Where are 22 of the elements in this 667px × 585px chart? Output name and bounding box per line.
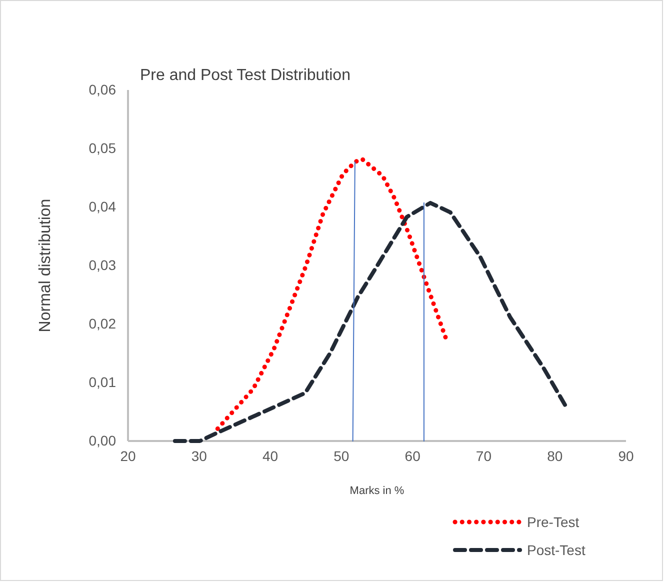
chart-title: Pre and Post Test Distribution: [140, 67, 350, 84]
x-tick-label: 90: [618, 448, 634, 464]
x-tick-label: 50: [334, 448, 350, 464]
x-tick-label: 60: [404, 448, 421, 464]
y-tick-label: 0,00: [88, 432, 116, 448]
x-axis-title: Marks in %: [350, 485, 404, 497]
y-tick-label: 0,01: [88, 374, 116, 390]
y-tick-label: 0,06: [88, 81, 116, 98]
x-tick-label: 40: [262, 448, 278, 464]
x-tick-label: 30: [191, 448, 208, 464]
y-tick-label: 0,03: [88, 256, 116, 273]
y-tick-label: 0,04: [88, 198, 116, 214]
line-series: [172, 200, 569, 443]
x-tick-label: 70: [476, 448, 492, 464]
y-axis-title: Normal distribution: [37, 198, 54, 332]
legend-label: Post-Test: [527, 542, 586, 558]
legend-label: Pre-Test: [527, 514, 580, 530]
line-series: [215, 156, 450, 431]
x-tick-label: 20: [120, 448, 136, 464]
y-tick-label: 0,02: [88, 315, 116, 332]
x-tick-label: 80: [547, 448, 563, 464]
y-tick-label: 0,05: [88, 140, 116, 156]
